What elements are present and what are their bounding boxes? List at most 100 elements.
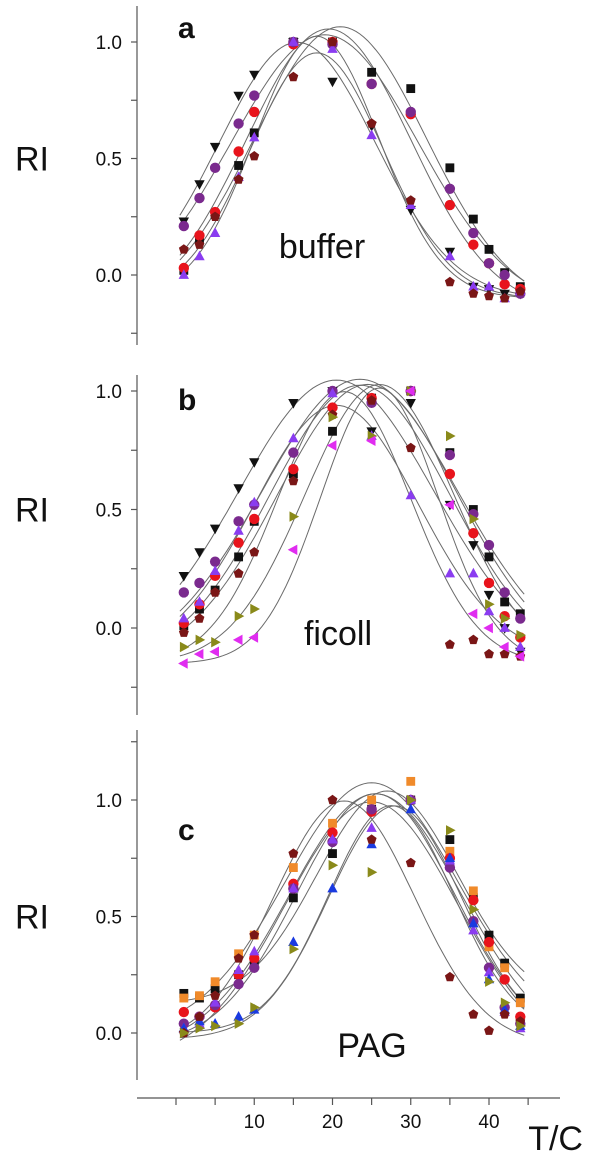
data-point	[194, 239, 205, 249]
panel-b: 0.0 0.5 1.0 RI b ficoll	[15, 375, 526, 715]
data-point	[249, 547, 260, 557]
fit-curve-purple_circle	[179, 34, 525, 282]
y-axis-label: RI	[15, 492, 49, 530]
y-tick-label: 0.0	[96, 266, 122, 287]
data-point	[515, 286, 526, 296]
data-point	[499, 269, 510, 281]
data-point	[484, 290, 494, 301]
data-point	[366, 118, 377, 128]
data-point	[327, 77, 338, 88]
data-point	[249, 70, 260, 81]
data-point	[405, 442, 416, 453]
data-point	[468, 886, 478, 896]
data-point	[288, 936, 299, 946]
data-point	[328, 860, 339, 871]
data-point	[234, 552, 244, 562]
data-point	[210, 587, 221, 597]
data-point	[405, 803, 416, 814]
fit-curve-black_triangle_down	[179, 41, 525, 295]
data-point	[233, 953, 244, 963]
data-point	[233, 146, 244, 157]
data-point	[406, 776, 416, 786]
data-point	[328, 411, 339, 423]
fit-curve-red_circle	[179, 28, 525, 294]
data-point	[288, 399, 299, 409]
data-point	[484, 648, 494, 659]
data-point	[233, 91, 244, 102]
data-point	[194, 180, 205, 190]
data-point	[233, 568, 244, 578]
data-point	[483, 280, 495, 291]
fit-curve-maroon_pentagon	[179, 391, 525, 658]
data-point	[500, 963, 510, 973]
panel-a: 0.0 0.5 1.0 RI a buffer	[15, 6, 526, 345]
data-point	[234, 1018, 245, 1029]
data-point	[484, 552, 494, 562]
data-point	[445, 163, 455, 173]
data-point	[288, 447, 299, 458]
data-point	[499, 293, 510, 303]
panel-letter: b	[178, 384, 196, 417]
data-point	[288, 893, 298, 903]
data-point	[515, 998, 525, 1008]
data-point	[210, 990, 221, 1000]
data-point	[210, 984, 220, 994]
data-point	[366, 834, 377, 844]
data-point	[469, 904, 480, 915]
fit-curve-magenta_triangle_left	[179, 387, 525, 664]
data-point	[209, 556, 221, 567]
data-point	[468, 567, 479, 578]
data-point	[287, 544, 298, 555]
data-point	[249, 131, 260, 142]
data-point	[405, 399, 416, 409]
data-point	[234, 161, 244, 170]
data-point	[194, 596, 205, 606]
data-point	[468, 528, 479, 539]
data-point	[468, 1009, 479, 1019]
data-point	[178, 587, 190, 598]
data-point	[468, 917, 479, 928]
data-point	[499, 587, 510, 598]
data-point	[405, 489, 416, 500]
data-point	[250, 603, 260, 615]
series-orange_square	[179, 776, 525, 1008]
series-maroon_pentagon	[178, 36, 526, 303]
data-point	[211, 637, 221, 648]
x-axis: 10 20 30 40	[137, 1097, 560, 1133]
data-point	[468, 214, 478, 224]
data-point	[484, 1025, 494, 1035]
data-point	[327, 43, 338, 53]
data-point	[405, 106, 416, 118]
data-point	[327, 833, 338, 844]
data-point	[288, 863, 298, 872]
data-point	[483, 258, 495, 269]
data-point	[366, 395, 377, 405]
data-point	[179, 988, 189, 998]
data-point	[249, 953, 260, 964]
data-point	[249, 458, 260, 468]
data-point	[249, 106, 260, 118]
x-tick-label: 20	[322, 1112, 343, 1133]
data-point	[445, 846, 455, 856]
data-point	[366, 822, 377, 832]
data-point	[405, 195, 416, 205]
panel-annotation: ficoll	[304, 615, 372, 653]
data-point	[366, 804, 377, 815]
data-point	[234, 610, 245, 622]
data-point	[468, 227, 479, 239]
data-point	[499, 974, 510, 985]
data-point	[366, 78, 377, 90]
data-point	[249, 496, 260, 507]
data-point	[194, 250, 205, 261]
data-point	[468, 894, 479, 906]
data-point	[405, 385, 415, 397]
y-axis-label: RI	[15, 899, 49, 937]
data-point	[483, 590, 495, 601]
data-point	[444, 250, 456, 261]
data-point	[467, 608, 478, 619]
y-tick-label: 0.0	[96, 1024, 122, 1045]
x-tick-label: 40	[478, 1112, 499, 1133]
fit-curve-black_triangle_down	[179, 379, 525, 620]
data-point	[484, 930, 494, 940]
data-point	[327, 794, 338, 805]
